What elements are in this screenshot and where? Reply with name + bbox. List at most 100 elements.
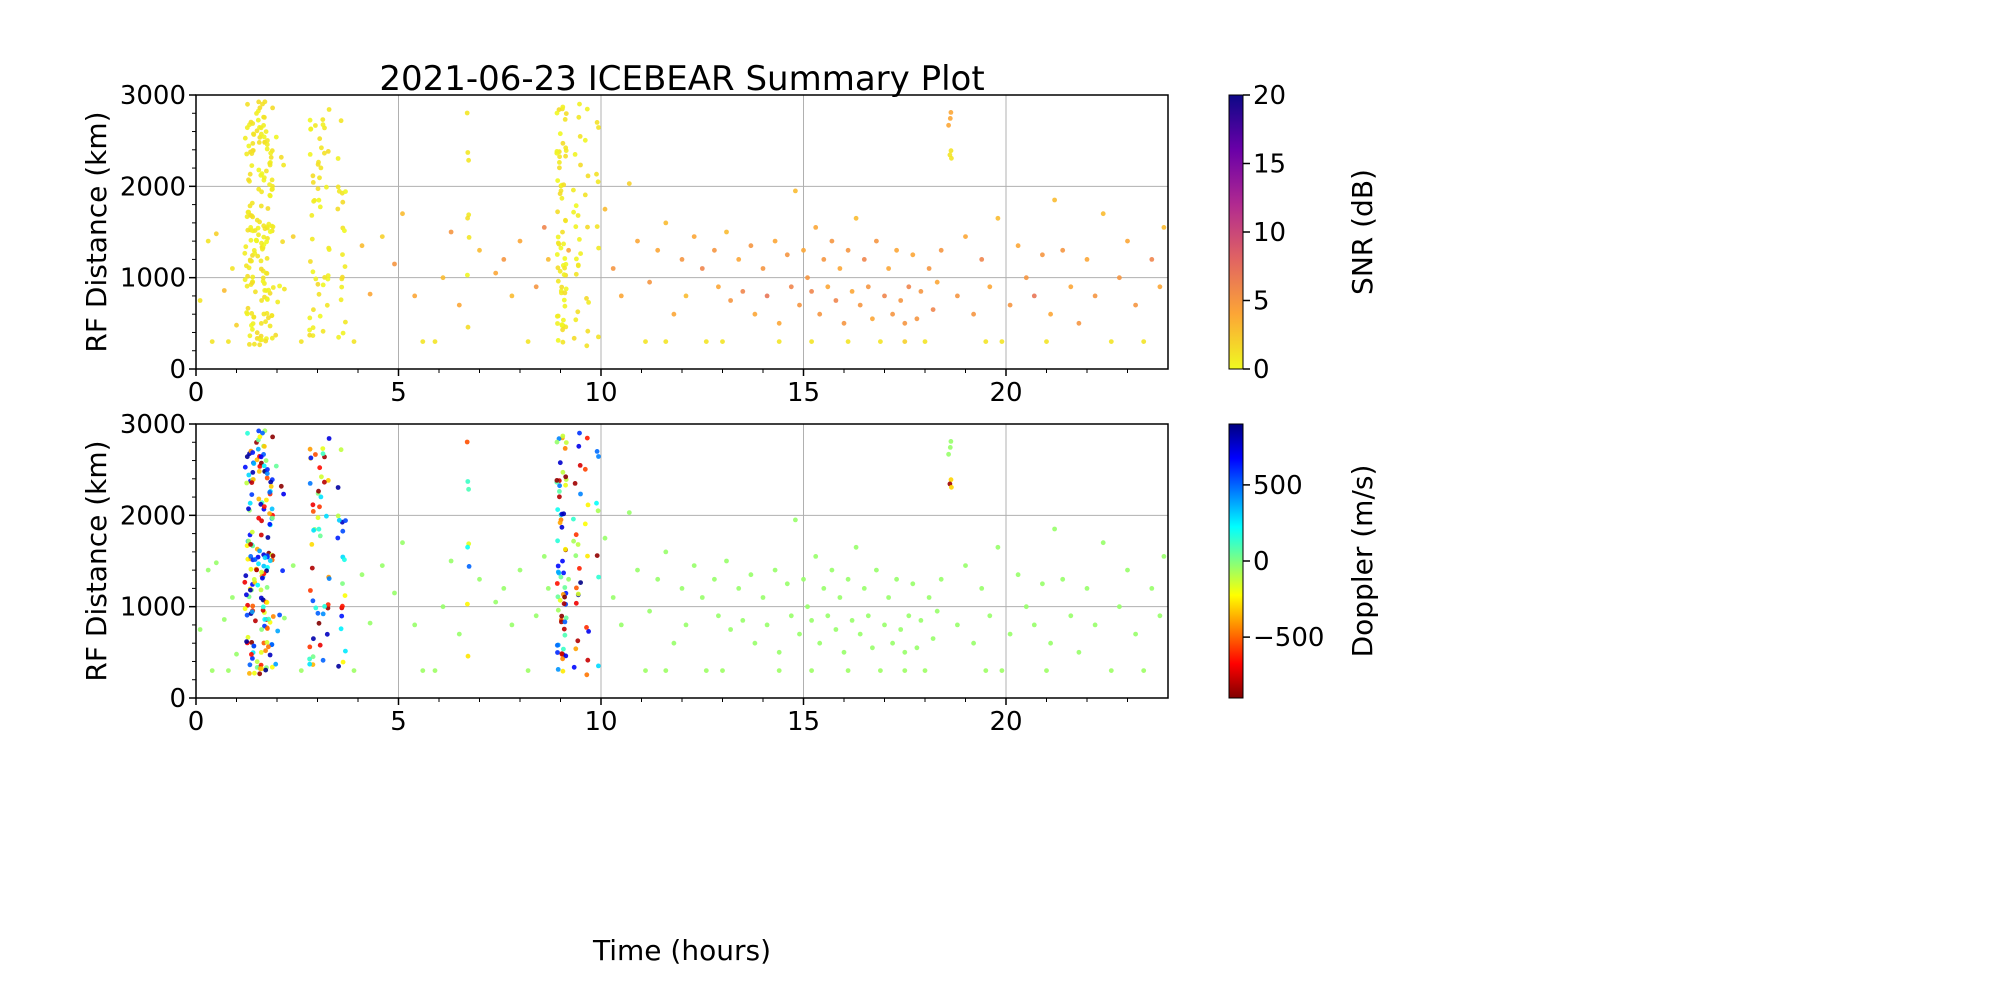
data-point xyxy=(273,332,279,338)
data-point xyxy=(736,257,742,262)
data-point xyxy=(260,604,266,610)
data-point xyxy=(584,672,590,678)
data-point xyxy=(554,313,560,319)
data-point xyxy=(317,504,322,510)
data-point xyxy=(772,567,778,573)
data-point xyxy=(764,293,770,299)
data-point xyxy=(563,615,569,621)
data-point xyxy=(501,586,507,591)
data-point xyxy=(584,625,589,630)
data-point xyxy=(242,579,248,585)
data-point xyxy=(251,577,257,582)
colorbar-label-doppler: Doppler (m/s) xyxy=(1346,465,1379,658)
data-point xyxy=(948,110,954,115)
data-point xyxy=(267,160,273,166)
data-point xyxy=(252,670,257,676)
data-point xyxy=(266,644,271,650)
data-point xyxy=(282,286,287,292)
data-point xyxy=(245,634,251,640)
data-point xyxy=(914,316,920,322)
x-tick-label: 0 xyxy=(188,378,205,408)
data-point xyxy=(265,626,270,631)
data-point xyxy=(315,281,321,287)
data-point xyxy=(277,612,282,618)
data-point xyxy=(979,257,985,262)
data-point xyxy=(311,636,316,642)
data-point xyxy=(466,486,471,492)
data-point xyxy=(559,613,565,619)
data-point xyxy=(359,243,365,249)
data-point xyxy=(558,245,564,251)
data-point xyxy=(596,245,601,251)
data-point xyxy=(784,581,790,587)
data-point xyxy=(340,252,345,257)
data-point xyxy=(853,544,859,550)
data-point xyxy=(720,668,725,673)
data-point xyxy=(263,667,269,673)
data-point xyxy=(712,576,717,582)
data-point xyxy=(249,280,255,286)
data-point xyxy=(310,173,316,179)
data-point xyxy=(560,656,565,662)
data-point xyxy=(367,291,373,297)
data-point xyxy=(813,225,819,230)
data-point xyxy=(256,99,262,105)
data-point xyxy=(261,175,267,181)
data-point xyxy=(559,322,565,328)
colorbar-tick-label: 20 xyxy=(1253,81,1286,111)
data-point xyxy=(999,339,1005,344)
data-point xyxy=(268,484,274,489)
data-point xyxy=(248,237,254,243)
data-point xyxy=(270,285,276,290)
data-point xyxy=(316,159,321,165)
data-point xyxy=(561,570,566,576)
data-point xyxy=(256,140,262,145)
data-point xyxy=(578,251,583,256)
data-point xyxy=(412,293,418,299)
data-point xyxy=(336,663,341,669)
data-point xyxy=(466,235,472,240)
data-point xyxy=(477,576,482,582)
data-point xyxy=(555,265,561,271)
data-point xyxy=(249,652,254,657)
data-point xyxy=(602,206,608,212)
data-point xyxy=(267,323,273,329)
y-tick-label: 0 xyxy=(169,355,186,385)
data-point xyxy=(1157,613,1163,619)
data-point xyxy=(290,234,296,240)
data-point xyxy=(557,165,562,171)
data-point xyxy=(316,526,322,532)
y-tick-label: 3000 xyxy=(120,410,186,440)
colorbar-tick-label: 0 xyxy=(1253,547,1270,577)
data-point xyxy=(242,135,248,141)
data-point xyxy=(663,220,669,226)
data-point xyxy=(509,293,515,299)
data-point xyxy=(254,330,260,336)
data-point xyxy=(264,271,270,276)
data-point xyxy=(585,502,591,508)
data-point xyxy=(267,229,273,235)
data-point xyxy=(257,671,263,677)
colorbar-tick-label: −500 xyxy=(1253,623,1324,653)
data-point xyxy=(249,492,255,497)
data-point xyxy=(343,518,348,523)
data-point xyxy=(298,668,304,673)
data-point xyxy=(1068,613,1074,619)
data-point xyxy=(501,257,507,262)
data-point xyxy=(596,125,601,130)
x-tick-label: 20 xyxy=(989,378,1022,408)
data-point xyxy=(555,563,561,569)
data-point xyxy=(559,524,565,530)
data-point xyxy=(703,339,709,344)
x-tick-label: 10 xyxy=(584,378,617,408)
data-point xyxy=(254,659,260,665)
data-point xyxy=(255,446,261,452)
data-point xyxy=(557,483,562,489)
data-point xyxy=(342,557,347,563)
data-point xyxy=(278,154,284,160)
data-point xyxy=(448,558,454,564)
data-point xyxy=(554,439,560,445)
data-point xyxy=(493,270,499,276)
data-point xyxy=(563,653,569,659)
data-point xyxy=(307,332,313,338)
